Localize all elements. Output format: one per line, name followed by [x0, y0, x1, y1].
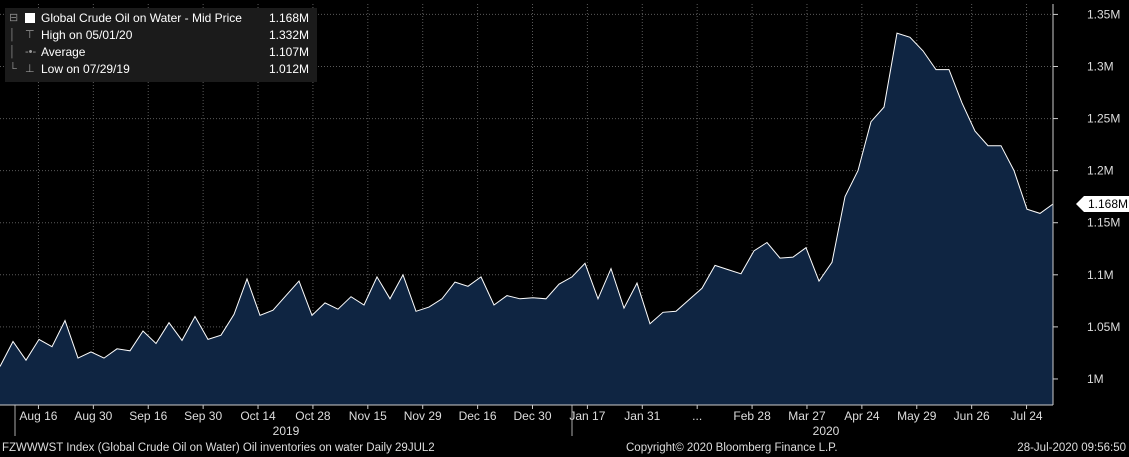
collapse-icon[interactable]: ⊟	[9, 12, 19, 24]
x-tick-label: Sep 30	[184, 409, 222, 423]
tree-end-icon: └	[9, 63, 17, 75]
y-tick-label: 1.35M	[1087, 7, 1120, 21]
series-area-fill	[0, 33, 1053, 405]
legend-avg-label: Average	[41, 45, 86, 59]
legend-series-label: Global Crude Oil on Water - Mid Price	[41, 11, 242, 25]
legend-high-label: High on 05/01/20	[41, 28, 133, 42]
x-tick-label: Oct 28	[295, 409, 331, 423]
series-line	[0, 32, 1054, 367]
legend-avg-row: │ -•- Average 1.107M	[5, 45, 317, 60]
legend-series-value: 1.168M	[268, 11, 309, 25]
y-tick-label: 1.1M	[1087, 268, 1114, 282]
x-tick-label: Mar 27	[788, 409, 826, 423]
x-tick-label: Jul 24	[1011, 409, 1043, 423]
footer-copyright: Copyright© 2020 Bloomberg Finance L.P.	[626, 442, 838, 454]
average-marker-icon: -•-	[25, 46, 37, 58]
y-tick-label: 1.2M	[1087, 164, 1114, 178]
x-tick-label: Feb 28	[733, 409, 771, 423]
x-tick-label: Dec 30	[513, 409, 551, 423]
footer-ticker-description: FZWWWST Index (Global Crude Oil on Water…	[2, 442, 435, 454]
y-tick-label: 1.15M	[1087, 216, 1120, 230]
tree-line-icon: │	[9, 46, 16, 58]
legend-low-value: 1.012M	[268, 62, 309, 76]
x-tick-label: Dec 16	[459, 409, 497, 423]
footer-bar: FZWWWST Index (Global Crude Oil on Water…	[0, 438, 1129, 457]
high-marker-icon: ⊤	[25, 29, 35, 41]
x-tick-label: May 29	[897, 409, 937, 423]
low-marker-icon: ⊥	[25, 63, 35, 75]
x-tick-label: Sep 16	[129, 409, 167, 423]
y-tick-label: 1.05M	[1087, 320, 1120, 334]
legend-high-value: 1.332M	[268, 28, 309, 42]
legend-high-row: │ ⊤ High on 05/01/20 1.332M	[5, 28, 317, 43]
x-tick-label: Aug 16	[19, 409, 57, 423]
x-year-label: 2019	[273, 424, 300, 438]
x-tick-label: Oct 14	[240, 409, 276, 423]
y-tick-label: 1.25M	[1087, 112, 1120, 126]
x-tick-label: Apr 24	[844, 409, 880, 423]
footer-timestamp: 28-Jul-2020 09:56:50	[1017, 442, 1126, 454]
y-axis-ticks: 1M 1.05M 1.1M 1.15M 1.2M 1.25M 1.3M 1.35M	[1053, 7, 1120, 386]
x-tick-label: Nov 15	[349, 409, 387, 423]
x-year-label: 2020	[813, 424, 840, 438]
y-tick-label: 1M	[1087, 372, 1104, 386]
legend-avg-value: 1.107M	[268, 45, 309, 59]
x-tick-label: ...	[692, 409, 702, 423]
legend-low-label: Low on 07/29/19	[41, 62, 130, 76]
last-value-tag: 1.168M	[1075, 195, 1129, 212]
legend-series-row: ⊟ Global Crude Oil on Water - Mid Price …	[5, 11, 317, 26]
x-axis-ticks: Aug 16 Aug 30 Sep 16 Sep 30 Oct 14 Oct 28 Nov …	[14, 405, 1043, 438]
series-swatch-icon	[25, 13, 35, 23]
x-tick-label: Jan 17	[569, 409, 605, 423]
y-tick-label: 1.3M	[1087, 59, 1114, 73]
legend-low-row: └ ⊥ Low on 07/29/19 1.012M	[5, 62, 317, 77]
x-tick-label: Nov 29	[404, 409, 442, 423]
chart-legend: ⊟ Global Crude Oil on Water - Mid Price …	[5, 8, 317, 82]
x-tick-label: Jan 31	[624, 409, 660, 423]
x-tick-label: Jun 26	[954, 409, 990, 423]
x-tick-label: Aug 30	[74, 409, 112, 423]
tree-line-icon: │	[9, 29, 16, 41]
